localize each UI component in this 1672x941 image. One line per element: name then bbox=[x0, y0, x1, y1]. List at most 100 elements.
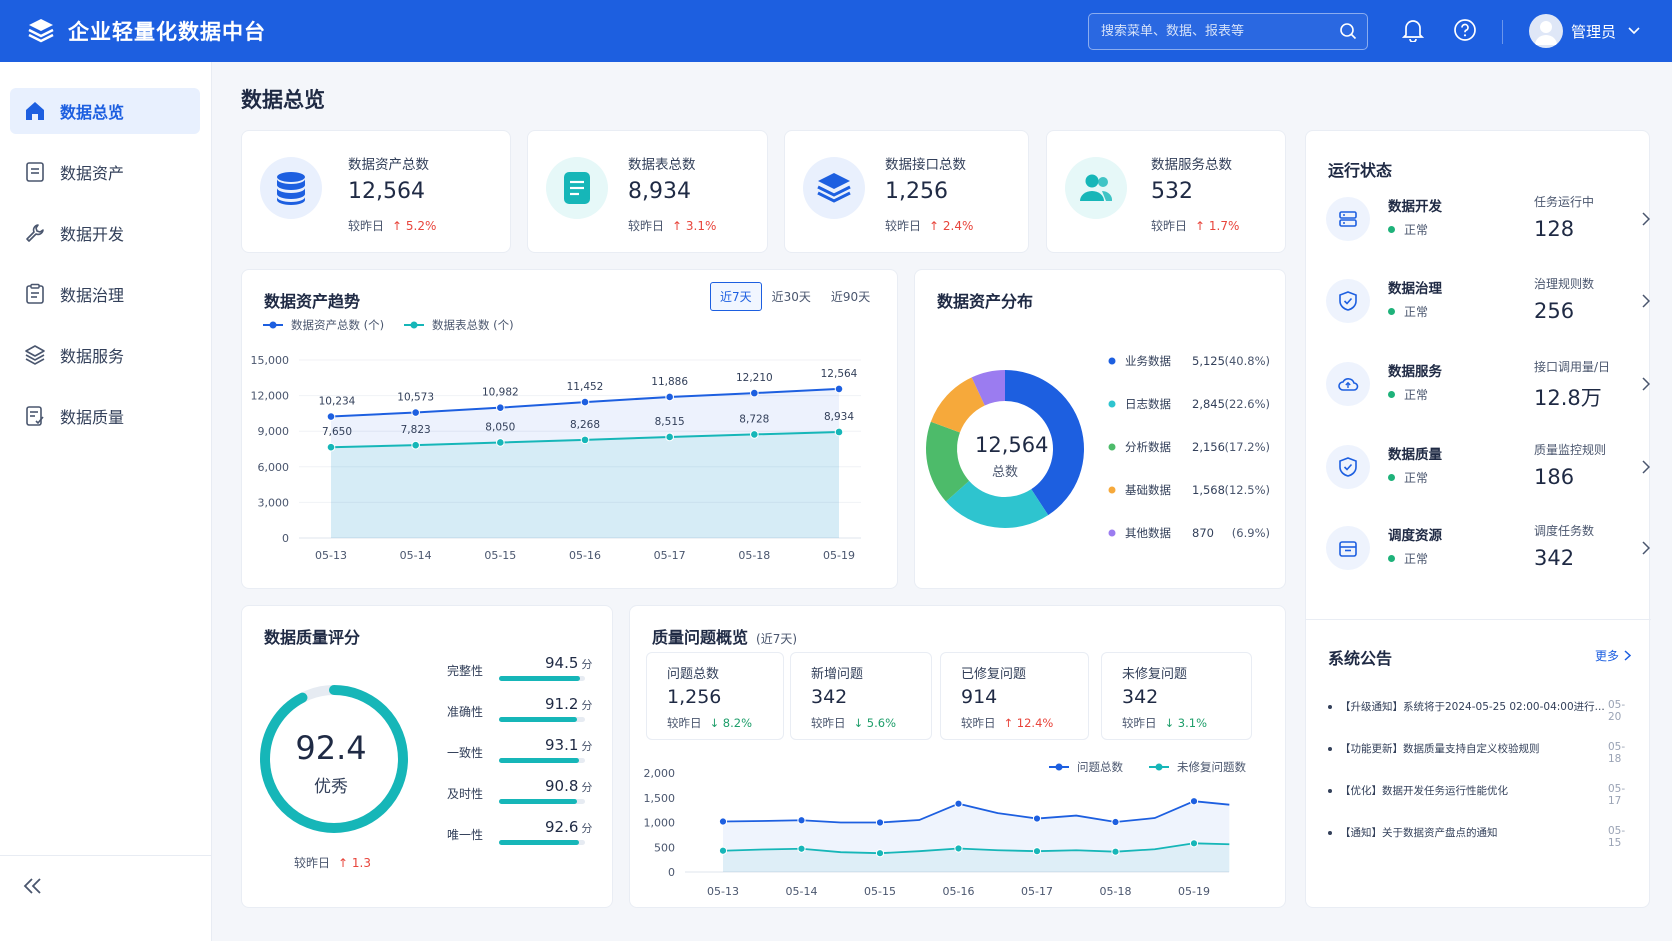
sidebar-item-governance[interactable]: 数据治理 bbox=[10, 271, 200, 317]
chevron-right-icon[interactable] bbox=[1642, 376, 1651, 395]
status-row[interactable]: 数据服务 正常 接口调用量/日 12.8万 bbox=[1326, 354, 1651, 414]
pie-slice[interactable] bbox=[926, 421, 970, 502]
layers-icon bbox=[803, 157, 865, 219]
sidebar-item-overview[interactable]: 数据总览 bbox=[10, 88, 200, 134]
data-point[interactable] bbox=[875, 818, 885, 827]
status-row[interactable]: 数据开发 正常 任务运行中 128 bbox=[1326, 189, 1651, 249]
data-point[interactable] bbox=[797, 816, 806, 825]
legend-marker bbox=[1108, 486, 1116, 494]
notice-item[interactable]: 【优化】数据开发任务运行性能优化 05-17 bbox=[1328, 783, 1628, 807]
chevron-right-icon[interactable] bbox=[1642, 459, 1651, 478]
data-point[interactable] bbox=[1189, 797, 1199, 806]
tab-30-days[interactable]: 近30天 bbox=[771, 290, 811, 304]
legend-label: 分析数据 bbox=[1125, 440, 1171, 454]
sidebar-item-develop[interactable]: 数据开发 bbox=[10, 210, 200, 256]
search-input[interactable] bbox=[1101, 24, 1336, 39]
data-point[interactable] bbox=[954, 799, 963, 808]
data-point[interactable] bbox=[718, 846, 728, 855]
data-point[interactable] bbox=[326, 412, 336, 421]
status-metric-value: 342 bbox=[1534, 546, 1575, 570]
legend-value: 2,845 bbox=[1192, 397, 1225, 411]
data-point[interactable] bbox=[718, 817, 728, 826]
issue-stat-card[interactable]: 未修复问题 342 较昨日 ↓ 3.1% bbox=[1101, 652, 1252, 740]
user-menu[interactable]: 管理员 bbox=[1529, 14, 1640, 48]
table-icon bbox=[546, 157, 608, 219]
pie-slice[interactable] bbox=[971, 370, 1005, 406]
data-point[interactable] bbox=[411, 408, 420, 417]
trend-chart: 数据资产总数 (个) 数据表总数 (个) 0 3,000 6,000 9,000 12,00… bbox=[251, 318, 861, 562]
logo[interactable]: 企业轻量化数据中台 bbox=[26, 16, 266, 46]
chevron-right-icon[interactable] bbox=[1642, 293, 1651, 312]
data-point[interactable] bbox=[1111, 847, 1120, 856]
data-point[interactable] bbox=[665, 432, 674, 442]
avatar[interactable] bbox=[1529, 14, 1563, 48]
notice-date: 05-18 bbox=[1608, 741, 1626, 765]
data-point[interactable] bbox=[1111, 817, 1120, 827]
data-point[interactable] bbox=[834, 427, 844, 437]
sidebar-item-assets[interactable]: 数据资产 bbox=[10, 149, 200, 195]
data-point[interactable] bbox=[496, 438, 505, 447]
search-box[interactable] bbox=[1088, 13, 1368, 50]
stat-card-services[interactable]: 数据服务总数 532 较昨日 ↑ 1.7% bbox=[1046, 130, 1286, 253]
sidebar-item-service[interactable]: 数据服务 bbox=[10, 332, 200, 378]
help-icon[interactable] bbox=[1453, 18, 1477, 42]
issue-stat-card[interactable]: 已修复问题 914 较昨日 ↑ 12.4% bbox=[940, 652, 1089, 740]
data-point[interactable] bbox=[580, 435, 590, 445]
data-point[interactable] bbox=[1032, 814, 1042, 823]
bell-icon[interactable] bbox=[1402, 18, 1424, 42]
notice-item[interactable]: 【功能更新】数据质量支持自定义校验规则 05-18 bbox=[1328, 741, 1628, 765]
notice-date: 05-15 bbox=[1608, 825, 1626, 849]
data-point[interactable] bbox=[665, 392, 674, 402]
status-row[interactable]: 数据治理 正常 治理规则数 256 bbox=[1326, 271, 1651, 331]
issue-stat-card[interactable]: 新增问题 342 较昨日 ↓ 5.6% bbox=[790, 652, 932, 740]
chevron-right-icon[interactable] bbox=[1642, 540, 1651, 559]
notice-item[interactable]: 【升级通知】系统将于2024-05-25 02:00-04:00进行... 05-… bbox=[1328, 699, 1628, 723]
x-tick-label: 05-18 bbox=[738, 549, 770, 562]
box-icon bbox=[1326, 526, 1370, 570]
stat-card-tables[interactable]: 数据表总数 8,934 较昨日 ↑ 3.1% bbox=[527, 130, 768, 253]
status-row[interactable]: 数据质量 正常 质量监控规则 186 bbox=[1326, 437, 1651, 497]
data-point[interactable] bbox=[326, 442, 336, 452]
status-row[interactable]: 调度资源 正常 调度任务数 342 bbox=[1326, 518, 1651, 578]
compare-label: 较昨日 bbox=[961, 716, 996, 730]
data-point[interactable] bbox=[797, 844, 806, 853]
pie-slice[interactable] bbox=[945, 480, 1049, 528]
stat-value: 532 bbox=[1151, 179, 1193, 204]
compare-label: 较昨日 bbox=[667, 716, 702, 730]
pie-slice[interactable] bbox=[1005, 370, 1084, 516]
home-icon bbox=[26, 102, 44, 120]
notice-text: 【优化】数据开发任务运行性能优化 bbox=[1340, 785, 1508, 797]
y-tick-label: 2,000 bbox=[644, 767, 676, 780]
issues-chart: 问题总数 未修复问题数 0 500 1,000 1,500 2,000 05-13 05-14 0… bbox=[644, 760, 1247, 898]
data-point[interactable] bbox=[580, 397, 590, 407]
search-icon[interactable] bbox=[1339, 22, 1357, 40]
document-icon bbox=[26, 162, 44, 182]
collapse-sidebar-icon[interactable] bbox=[22, 876, 44, 896]
more-link[interactable]: 更多 bbox=[1595, 647, 1632, 664]
stat-card-assets[interactable]: 数据资产总数 12,564 较昨日 ↑ 5.2% bbox=[241, 130, 511, 253]
chevron-down-icon[interactable] bbox=[1628, 27, 1640, 35]
notice-item[interactable]: 【通知】关于数据资产盘点的通知 05-15 bbox=[1328, 825, 1628, 849]
data-point[interactable] bbox=[1189, 839, 1199, 848]
sidebar-item-quality[interactable]: 数据质量 bbox=[10, 393, 200, 439]
data-point[interactable] bbox=[411, 440, 420, 450]
data-point[interactable] bbox=[496, 403, 505, 412]
data-label: 8,515 bbox=[655, 416, 685, 428]
dimension-label: 唯一性 bbox=[447, 828, 484, 842]
data-point[interactable] bbox=[1032, 847, 1042, 856]
pie-slice[interactable] bbox=[930, 377, 985, 433]
tab-90-days[interactable]: 近90天 bbox=[830, 290, 871, 304]
legend-marker bbox=[410, 321, 418, 329]
stat-card-apis[interactable]: 数据接口总数 1,256 较昨日 ↑ 2.4% bbox=[784, 130, 1029, 253]
data-point[interactable] bbox=[954, 844, 963, 853]
data-label: 8,934 bbox=[824, 411, 854, 423]
y-tick-label: 3,000 bbox=[258, 496, 290, 509]
notice-date: 05-20 bbox=[1608, 699, 1626, 723]
chevron-right-icon[interactable] bbox=[1642, 211, 1651, 230]
data-point[interactable] bbox=[750, 430, 759, 439]
data-point[interactable] bbox=[875, 849, 885, 858]
data-point[interactable] bbox=[750, 388, 759, 398]
tab-7-days[interactable]: 近7天 bbox=[710, 282, 762, 311]
issue-stat-card[interactable]: 问题总数 1,256 较昨日 ↓ 8.2% bbox=[646, 652, 784, 740]
data-point[interactable] bbox=[834, 384, 844, 394]
